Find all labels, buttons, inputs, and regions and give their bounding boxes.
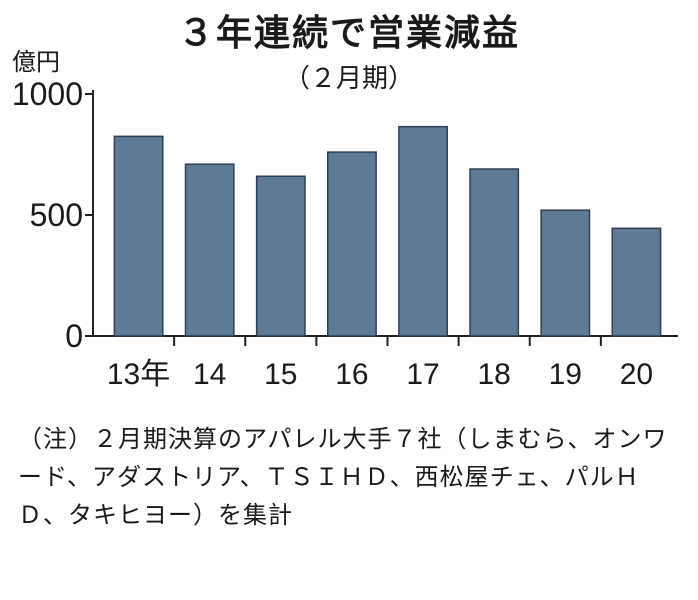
bar (113, 135, 164, 337)
bar (540, 209, 591, 337)
bar-chart: 0 500 1000 13年 14 15 16 17 18 19 20 (12, 76, 678, 391)
x-tick-label: 15 (264, 358, 297, 391)
y-tick-label: 1000 (12, 76, 83, 112)
bar (255, 175, 306, 337)
chart-title: ３年連続で営業減益 (177, 13, 520, 54)
bar (184, 163, 235, 337)
bar (398, 125, 448, 337)
x-tick-label: 17 (406, 358, 439, 391)
x-tick-label: 16 (335, 358, 368, 391)
x-tick-label: 14 (193, 358, 226, 391)
bar (327, 151, 377, 337)
chart-subtitle: （２月期） (283, 64, 414, 94)
bar (469, 168, 520, 337)
x-tick-label: 18 (478, 358, 511, 391)
y-tick-label: 500 (30, 197, 83, 233)
x-tick-label: 13年 (107, 358, 170, 391)
x-tick-label: 19 (549, 358, 582, 391)
y-axis-unit: 億円 (12, 48, 60, 76)
x-tick-label: 20 (620, 358, 653, 391)
bar (611, 227, 662, 337)
y-tick-label: 0 (65, 318, 83, 354)
chart-note: （注）２月期決算のアパレル大手７社（しまむら、オンワード、アダストリア、ＴＳＩＨ… (18, 425, 668, 529)
